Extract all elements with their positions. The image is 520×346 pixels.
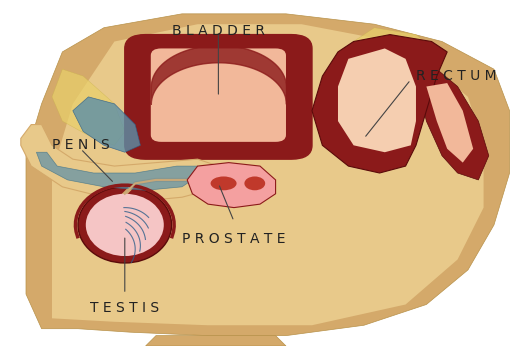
Text: T E S T I S: T E S T I S [90, 301, 159, 315]
Text: R E C T U M: R E C T U M [416, 69, 497, 83]
Polygon shape [52, 24, 484, 325]
Text: B L A D D E R: B L A D D E R [172, 24, 265, 38]
FancyBboxPatch shape [125, 35, 312, 159]
Polygon shape [146, 336, 286, 346]
Polygon shape [36, 152, 198, 190]
Polygon shape [73, 97, 140, 152]
Ellipse shape [211, 176, 237, 190]
Polygon shape [354, 28, 437, 69]
Polygon shape [21, 125, 218, 201]
Text: P E N I S: P E N I S [52, 138, 110, 152]
Polygon shape [26, 14, 510, 336]
Text: P R O S T A T E: P R O S T A T E [182, 232, 285, 246]
Ellipse shape [244, 176, 265, 190]
Polygon shape [338, 48, 416, 152]
Polygon shape [52, 69, 125, 145]
Polygon shape [416, 69, 489, 180]
Polygon shape [187, 163, 276, 208]
FancyBboxPatch shape [151, 48, 286, 142]
Polygon shape [312, 35, 447, 173]
Ellipse shape [78, 187, 172, 263]
Polygon shape [426, 83, 473, 163]
Ellipse shape [86, 194, 164, 256]
